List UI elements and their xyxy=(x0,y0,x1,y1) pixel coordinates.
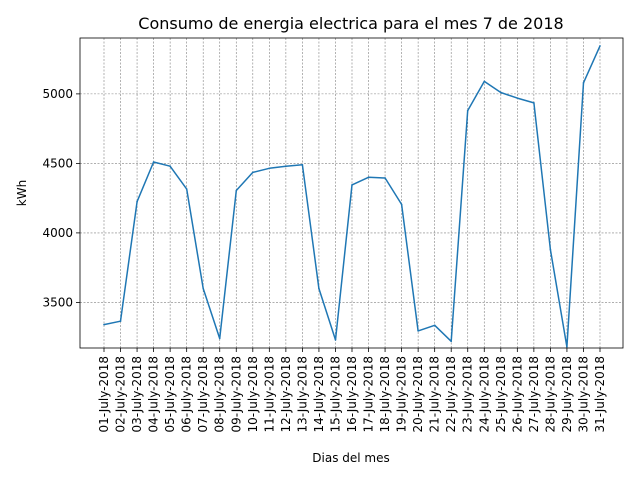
x-tick-label: 20-July-2018 xyxy=(411,356,425,433)
x-tick-label: 15-July-2018 xyxy=(328,356,342,433)
data-point xyxy=(268,167,271,170)
x-tick-label: 02-July-2018 xyxy=(114,356,128,433)
x-tick-label: 10-July-2018 xyxy=(246,356,260,433)
data-point xyxy=(500,91,502,94)
x-tick-label: 29-July-2018 xyxy=(560,356,574,433)
x-tick-label: 12-July-2018 xyxy=(279,356,293,433)
x-tick-label: 03-July-2018 xyxy=(130,356,144,433)
x-tick-label: 22-July-2018 xyxy=(444,356,458,433)
x-tick-label: 21-July-2018 xyxy=(428,356,442,433)
data-point xyxy=(566,346,568,348)
data-point xyxy=(450,340,453,343)
data-point xyxy=(417,330,419,332)
data-point xyxy=(252,171,254,174)
x-tick-label: 05-July-2018 xyxy=(163,356,177,433)
data-point xyxy=(351,184,353,186)
data-point xyxy=(400,203,403,206)
x-tick-label: 25-July-2018 xyxy=(494,356,508,433)
x-tick-label: 27-July-2018 xyxy=(527,356,541,433)
x-tick-label: 23-July-2018 xyxy=(461,356,475,433)
x-tick-label: 18-July-2018 xyxy=(378,356,392,433)
data-point xyxy=(185,188,188,190)
y-tick-label: 5000 xyxy=(42,87,73,101)
x-tick-label: 26-July-2018 xyxy=(510,356,524,433)
x-axis-label: Dias del mes xyxy=(312,451,389,465)
data-point xyxy=(549,248,552,251)
x-tick-label: 24-July-2018 xyxy=(477,356,491,433)
data-point xyxy=(285,165,287,167)
series-layer xyxy=(103,45,601,348)
x-tick-label: 14-July-2018 xyxy=(312,356,326,433)
x-tick-label: 31-July-2018 xyxy=(593,356,607,433)
x-tick-label: 09-July-2018 xyxy=(229,356,243,433)
x-tick-label: 19-July-2018 xyxy=(395,356,409,433)
data-point xyxy=(169,165,171,167)
plot-frame xyxy=(79,37,624,349)
data-point xyxy=(152,161,155,163)
y-tick-label: 4000 xyxy=(42,226,73,240)
y-axis-label: kWh xyxy=(15,180,29,206)
data-point xyxy=(466,109,469,112)
y-tick-label: 3500 xyxy=(42,295,73,309)
x-axis: 01-July-2018 02-July-2018 03-July-2018 04-J… xyxy=(97,348,607,433)
data-point xyxy=(599,45,601,47)
data-point xyxy=(103,323,105,326)
x-tick-label: 11-July-2018 xyxy=(262,356,276,433)
chart-title: Consumo de energia electrica para el mes… xyxy=(138,14,563,33)
x-tick-label: 08-July-2018 xyxy=(213,356,227,433)
y-tick-label: 4500 xyxy=(42,156,73,170)
data-point xyxy=(582,82,585,84)
data-point xyxy=(367,176,370,179)
data-point xyxy=(202,287,204,290)
data-point xyxy=(235,189,238,192)
x-tick-label: 30-July-2018 xyxy=(576,356,590,433)
grid xyxy=(80,38,623,348)
data-point xyxy=(301,164,304,166)
data-point xyxy=(136,200,138,203)
x-tick-label: 16-July-2018 xyxy=(345,356,359,433)
data-point xyxy=(433,324,436,327)
x-tick-label: 13-July-2018 xyxy=(295,356,309,433)
data-point xyxy=(516,97,519,99)
y-axis: 3500 4000 4500 5000 xyxy=(42,87,80,309)
x-tick-label: 04-July-2018 xyxy=(147,356,161,433)
data-point xyxy=(318,287,320,290)
data-point xyxy=(218,337,221,340)
x-tick-label: 17-July-2018 xyxy=(362,356,376,433)
data-point xyxy=(384,177,386,179)
x-tick-label: 06-July-2018 xyxy=(180,356,194,433)
data-point xyxy=(334,339,337,341)
x-tick-label: 07-July-2018 xyxy=(196,356,210,433)
data-point xyxy=(533,102,535,104)
data-point xyxy=(483,80,486,83)
data-point xyxy=(119,320,122,323)
x-tick-label: 01-July-2018 xyxy=(97,356,111,433)
x-tick-label: 28-July-2018 xyxy=(543,356,557,433)
